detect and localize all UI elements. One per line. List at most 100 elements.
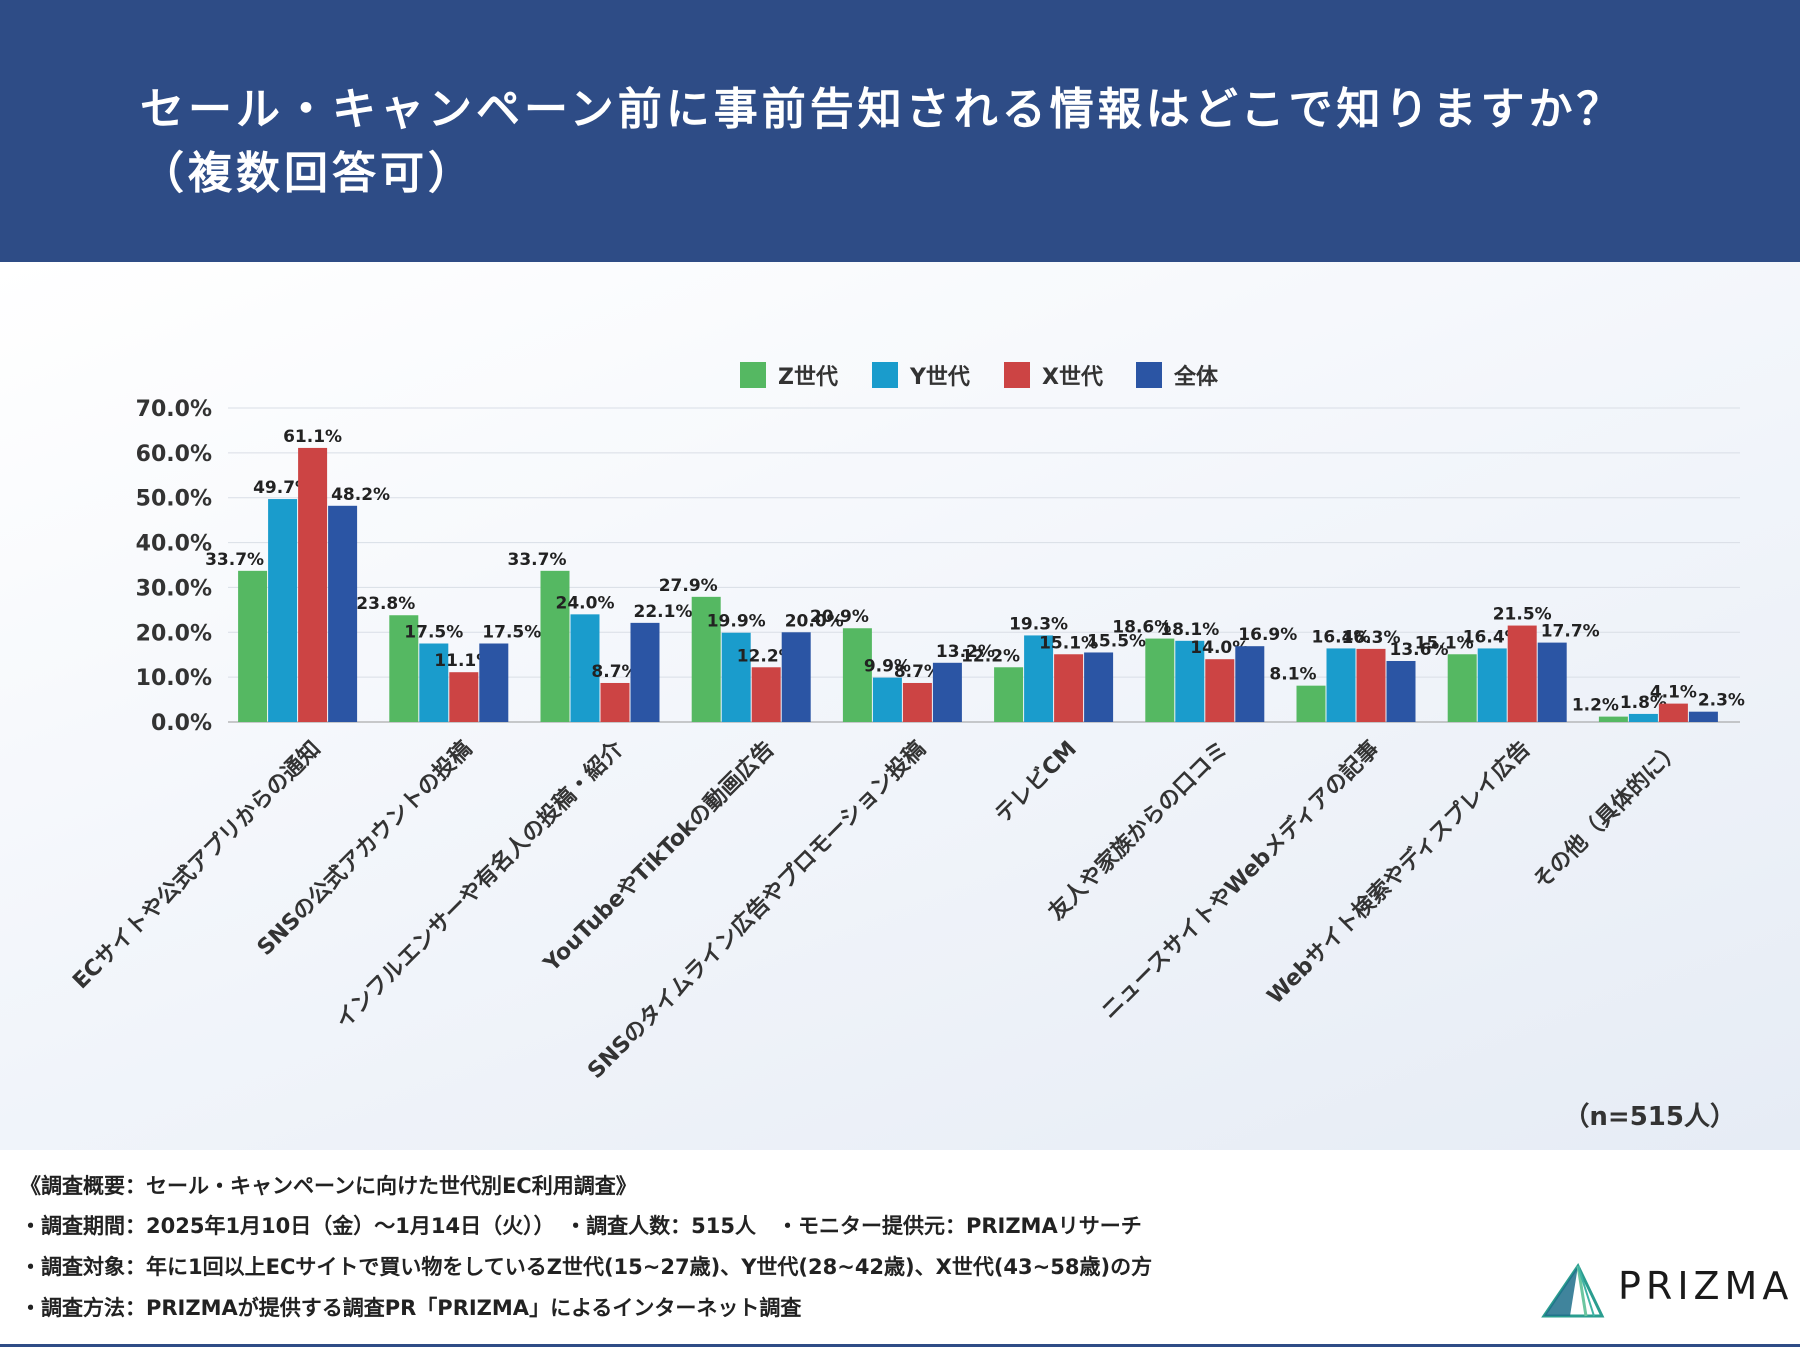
- data-label: 12.2%: [961, 646, 1020, 666]
- data-label: 14.0%: [1190, 638, 1249, 658]
- bar: [1084, 652, 1114, 722]
- legend-swatch: [1136, 362, 1162, 388]
- bar: [328, 505, 358, 722]
- data-label: 1.2%: [1572, 696, 1619, 716]
- bar: [238, 570, 268, 722]
- bar: [1507, 625, 1537, 722]
- data-label: 16.9%: [1238, 625, 1297, 645]
- y-tick-label: 40.0%: [136, 532, 212, 557]
- data-label: 1.8%: [1620, 693, 1667, 713]
- footer-divider: [0, 1344, 1800, 1347]
- bar: [1175, 640, 1205, 722]
- sample-size-note: （n=515人）: [1563, 1102, 1736, 1132]
- x-category-label: ニュースサイトやWebメディアの記事: [1096, 736, 1384, 1024]
- bar: [570, 614, 600, 722]
- x-category-label: Webサイト検索やディスプレイ広告: [1262, 736, 1535, 1009]
- data-label: 17.5%: [404, 623, 463, 643]
- bar: [1054, 654, 1084, 722]
- data-label: 17.5%: [482, 623, 541, 643]
- bar: [751, 667, 781, 722]
- bar: [1235, 646, 1265, 722]
- bar: [1688, 711, 1718, 722]
- data-label: 33.7%: [508, 550, 567, 570]
- bar: [1658, 703, 1688, 722]
- bar: [389, 615, 419, 722]
- data-label: 21.5%: [1493, 605, 1552, 625]
- bar: [449, 672, 479, 722]
- bar-chart: 0.0% 10.0% 20.0% 30.0% 40.0% 50.0% 60.0% 70.0% Z…: [68, 362, 1745, 1084]
- bar: [691, 596, 721, 722]
- prizma-logo-icon: [1541, 1263, 1605, 1318]
- bar: [1386, 660, 1416, 722]
- x-category-label: その他（具体的に）: [1528, 736, 1686, 894]
- legend-label: X世代: [1042, 365, 1103, 390]
- bar: [781, 632, 811, 722]
- bar: [1628, 713, 1658, 722]
- x-category-label: SNSのタイムライン広告やプロモーション投稿: [583, 736, 931, 1084]
- data-label: 12.2%: [737, 646, 796, 666]
- data-label: 8.7%: [894, 662, 941, 682]
- data-label: 19.3%: [1009, 614, 1068, 634]
- data-label: 13.2%: [936, 642, 995, 662]
- data-label: 15.5%: [1087, 631, 1146, 651]
- legend-swatch: [872, 362, 898, 388]
- data-label: 24.0%: [556, 593, 615, 613]
- y-tick-label: 20.0%: [136, 621, 212, 646]
- chart-panel: 0.0% 10.0% 20.0% 30.0% 40.0% 50.0% 60.0% 70.0% Z…: [0, 262, 1800, 1150]
- data-label: 15.1%: [1415, 633, 1474, 653]
- data-label: 18.1%: [1160, 620, 1219, 640]
- legend-label: Y世代: [909, 365, 970, 390]
- bar: [630, 622, 660, 722]
- data-label: 48.2%: [331, 485, 390, 505]
- bar: [1356, 648, 1386, 722]
- data-label: 19.9%: [707, 612, 766, 632]
- data-label: 16.4%: [1463, 627, 1522, 647]
- data-label: 22.1%: [634, 602, 693, 622]
- legend-label: 全体: [1173, 364, 1219, 390]
- survey-target-line: ・調査対象：年に1回以上ECサイトで買い物をしているZ世代(15~27歳)、Y世…: [20, 1255, 1153, 1279]
- bar: [721, 632, 751, 722]
- data-label: 23.8%: [356, 594, 415, 614]
- bar: [1447, 654, 1477, 722]
- y-tick-label: 50.0%: [136, 487, 212, 512]
- bar: [600, 682, 630, 722]
- data-label: 33.7%: [205, 550, 264, 570]
- y-tick-label: 10.0%: [136, 666, 212, 691]
- survey-method-line: ・調査方法：PRIZMAが提供する調査PR「PRIZMA」によるインターネット調…: [20, 1296, 802, 1320]
- data-label: 18.6%: [1112, 618, 1171, 638]
- data-label: 20.0%: [785, 611, 844, 631]
- bar: [1537, 642, 1567, 722]
- bar: [1296, 685, 1326, 722]
- data-label: 15.1%: [1039, 633, 1098, 653]
- data-label: 9.9%: [864, 657, 911, 677]
- bar: [872, 677, 902, 722]
- survey-period-line: ・調査期間：2025年1月10日（金）〜1月14日（火）） ・調査人数：515人…: [20, 1214, 1142, 1238]
- bar: [1145, 638, 1175, 722]
- y-tick-label: 30.0%: [136, 576, 212, 601]
- bar: [479, 643, 509, 722]
- bar: [902, 682, 932, 722]
- legend-swatch: [740, 362, 766, 388]
- data-label: 8.1%: [1269, 665, 1316, 685]
- prizma-logo-text: PRIZMA: [1618, 1264, 1794, 1308]
- data-label: 4.1%: [1650, 683, 1697, 703]
- y-tick-label: 60.0%: [136, 442, 212, 467]
- data-label: 61.1%: [283, 427, 342, 447]
- data-label: 17.7%: [1541, 622, 1600, 642]
- bar: [932, 662, 962, 722]
- x-category-label: インフルエンサーや有名人の投稿・紹介: [330, 735, 629, 1034]
- data-label: 27.9%: [659, 576, 718, 596]
- bar: [540, 570, 570, 722]
- y-tick-label: 70.0%: [136, 397, 212, 422]
- bar: [1024, 635, 1054, 722]
- x-category-label: 友人や家族からの口コミ: [1044, 736, 1234, 926]
- data-label: 49.7%: [253, 478, 312, 498]
- survey-overview-title: 《調査概要：セール・キャンペーンに向けた世代別EC利用調査》: [20, 1174, 637, 1198]
- bar: [1477, 648, 1507, 722]
- bar: [419, 643, 449, 722]
- x-category-label: テレビCM: [991, 737, 1082, 828]
- survey-footer: 《調査概要：セール・キャンペーンに向けた世代別EC利用調査》 ・調査期間：202…: [0, 1150, 1800, 1350]
- x-category-label: ECサイトや公式アプリからの通知: [68, 736, 326, 994]
- prizma-logo: PRIZMA: [1540, 1260, 1788, 1320]
